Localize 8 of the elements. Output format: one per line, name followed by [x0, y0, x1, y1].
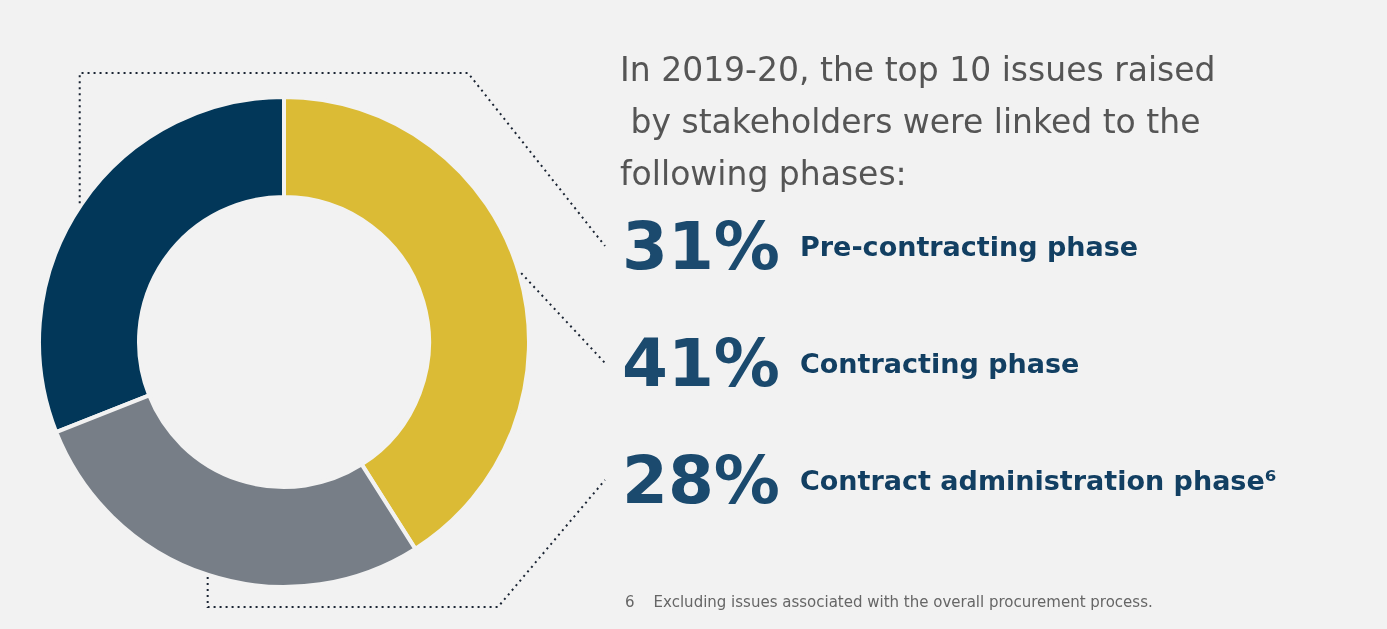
- slice-label: Contract administration phase⁶: [800, 464, 1277, 496]
- slice-label: Pre-contracting phase: [800, 230, 1139, 262]
- data-label: 28%: [622, 441, 780, 519]
- text: 6 Excluding issues associated with the overall procurement process.: [625, 592, 1153, 611]
- data-label: 41%: [622, 324, 780, 402]
- data-label: 31%: [622, 207, 780, 285]
- chart-title: In 2019-20, the top 10 issues raised by stakeholders were linked to the following phases:: [620, 49, 1216, 193]
- slice-label: Contracting phase: [800, 347, 1080, 379]
